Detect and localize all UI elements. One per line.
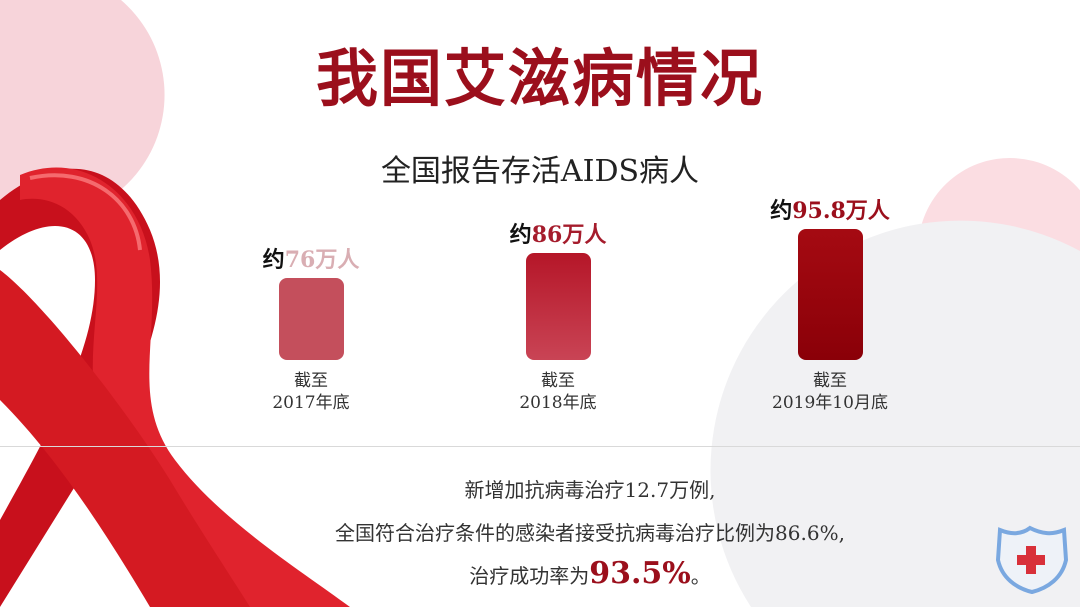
category-line: 2019年10月底 xyxy=(772,393,888,413)
page-title: 我国艾滋病情况 xyxy=(315,42,764,115)
data-label-0: 约76万人 xyxy=(211,242,411,274)
category-line: 截至 xyxy=(813,371,847,391)
data-label-prefix: 约 xyxy=(262,247,285,273)
red-ribbon-icon xyxy=(0,167,350,607)
note-line-2: 全国符合治疗条件的感染者接受抗病毒治疗比例为86.6%, xyxy=(335,521,845,545)
pink-circle-left xyxy=(0,0,165,220)
note-line-3-suffix: 。 xyxy=(690,564,711,588)
note-line-3: 治疗成功率为93.5%。 xyxy=(200,556,980,594)
category-line: 2018年底 xyxy=(519,393,597,413)
data-label-2: 约95.8万人 xyxy=(730,193,930,225)
category-label-1: 截至 2018年底 xyxy=(458,370,658,414)
data-label-value: 95.8 xyxy=(792,197,846,224)
category-label-0: 截至 2017年底 xyxy=(211,370,411,414)
category-label-2: 截至 2019年10月底 xyxy=(730,370,930,414)
note-line-1: 新增加抗病毒治疗12.7万例, xyxy=(464,478,716,502)
divider xyxy=(0,446,1080,447)
bar-2 xyxy=(798,228,863,360)
category-line: 截至 xyxy=(541,371,575,391)
category-line: 2017年底 xyxy=(272,393,350,413)
data-label-unit: 万人 xyxy=(845,197,890,224)
bar-1 xyxy=(526,253,591,360)
note-line-3-prefix: 治疗成功率为 xyxy=(469,564,590,588)
data-label-prefix: 约 xyxy=(770,197,793,224)
chart-title: 全国报告存活AIDS病人 xyxy=(380,154,700,189)
medical-shield-icon xyxy=(995,525,1069,595)
success-rate-value: 93.5% xyxy=(589,556,691,591)
data-label-unit: 万人 xyxy=(562,222,607,248)
category-line: 截至 xyxy=(294,371,328,391)
bar-0 xyxy=(279,278,344,360)
data-label-value: 76 xyxy=(284,247,316,273)
data-label-unit: 万人 xyxy=(315,247,360,273)
data-label-value: 86 xyxy=(531,222,563,248)
data-label-prefix: 约 xyxy=(509,222,532,248)
data-label-1: 约86万人 xyxy=(458,217,658,249)
